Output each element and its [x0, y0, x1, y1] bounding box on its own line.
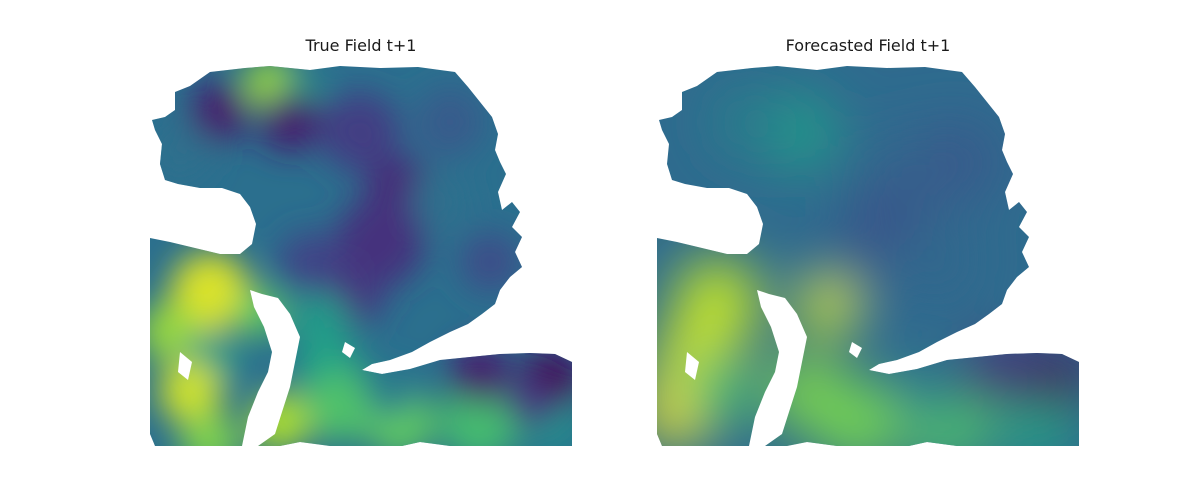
true-field-inlet-left [178, 352, 192, 380]
true-field-field-cell [180, 412, 240, 446]
true-field-field-cell [280, 232, 340, 292]
forecasted-field-field-cell [897, 362, 957, 422]
forecasted-field-field-cell [1027, 350, 1079, 410]
true-field-coast-notch [342, 342, 355, 358]
true-field-field-cell [305, 372, 375, 442]
true-field-field-cell [190, 82, 250, 142]
forecasted-field-field-cell [682, 357, 752, 427]
true-field-inlet [242, 290, 300, 446]
panel-title-forecasted-field: Forecasted Field t+1 [785, 36, 951, 55]
forecasted-field-field-cell [707, 82, 787, 162]
true-field-field-cell [150, 122, 210, 182]
forecasted-field-field-cell [962, 339, 1032, 409]
panel-title-true-field: True Field t+1 [305, 36, 417, 55]
true-field-field-cell [415, 87, 485, 157]
forecasted-field-field-cell [892, 217, 982, 307]
forecasted-field-coast-notch [849, 342, 862, 358]
true-field-field-cell [460, 232, 520, 292]
true-field-field-cell [158, 360, 222, 424]
true-field-field-cell [290, 292, 350, 352]
true-field-field-cell [365, 367, 415, 417]
true-field-field-cell [505, 377, 555, 427]
forecasted-field-inlet-left [685, 352, 699, 380]
forecasted-field-field-cell [812, 377, 902, 446]
forecasted-field-heatmap [657, 66, 1079, 446]
forecasted-field-inlet [749, 290, 807, 446]
forecasted-field-field-cell [797, 277, 857, 337]
forecasted-field-field-cell [912, 117, 1002, 207]
true-field-field-cell [440, 382, 520, 446]
true-field-field-cell [410, 172, 470, 232]
true-field-field-cell [320, 92, 400, 172]
true-field-field-cell [450, 344, 510, 404]
true-field-heatmap [150, 66, 572, 446]
true-field-values [150, 66, 572, 446]
true-field-field-cell [260, 92, 320, 152]
